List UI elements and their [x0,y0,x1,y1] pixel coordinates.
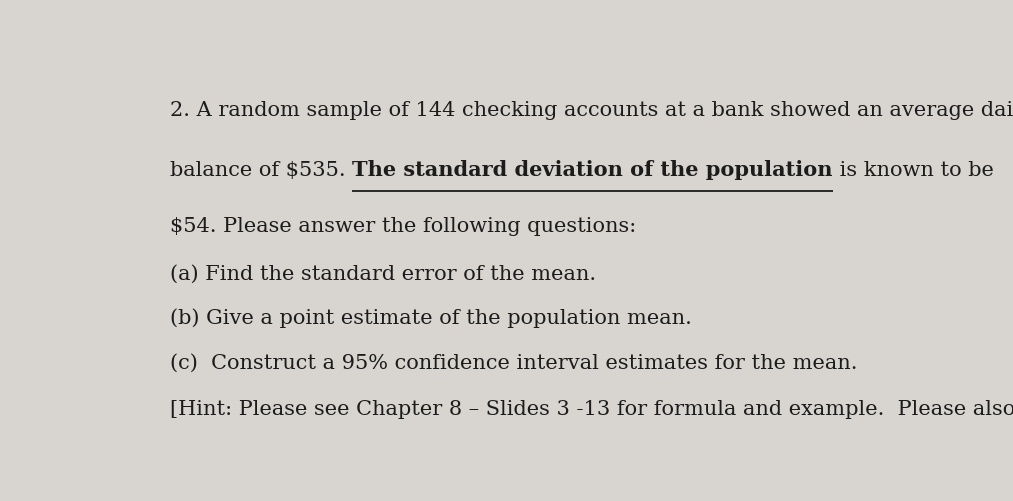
Text: The standard deviation of the population: The standard deviation of the population [353,160,833,180]
Text: is known to be: is known to be [833,161,994,180]
Text: $54. Please answer the following questions:: $54. Please answer the following questio… [170,217,636,236]
Text: (a) Find the standard error of the mean.: (a) Find the standard error of the mean. [170,265,596,284]
Text: balance of $535.: balance of $535. [170,161,353,180]
Text: 2. A random sample of 144 checking accounts at a bank showed an average daily: 2. A random sample of 144 checking accou… [170,101,1013,120]
Text: [Hint: Please see Chapter 8 – Slides 3 -13 for formula and example.  Please also: [Hint: Please see Chapter 8 – Slides 3 -… [170,400,1013,419]
Text: (b) Give a point estimate of the population mean.: (b) Give a point estimate of the populat… [170,309,692,328]
Text: (c)  Construct a 95% confidence interval estimates for the mean.: (c) Construct a 95% confidence interval … [170,354,857,373]
